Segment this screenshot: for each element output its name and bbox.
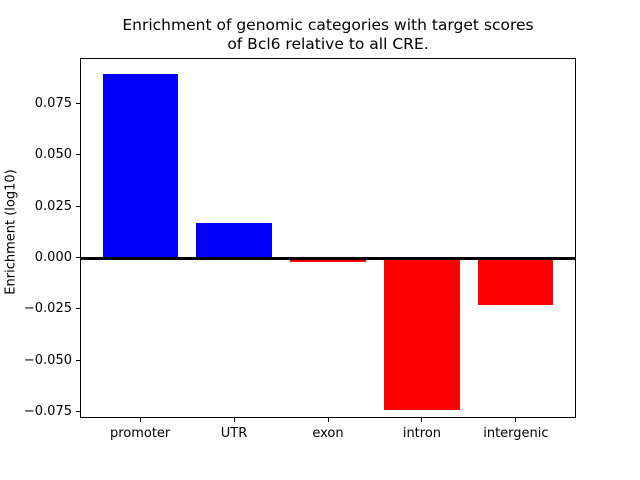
x-tick-mark	[139, 418, 141, 422]
y-tick-mark	[76, 359, 80, 361]
y-tick-label: 0.000	[34, 250, 72, 266]
bar-promoter	[102, 74, 178, 258]
x-tick-label-promoter: promoter	[109, 426, 171, 441]
y-tick-mark	[76, 102, 80, 104]
x-tick-label-intron: intron	[402, 426, 442, 441]
bars-layer	[81, 59, 575, 417]
x-tick-mark	[421, 418, 423, 422]
bar-intron	[384, 257, 460, 410]
bar-intergenic	[478, 257, 554, 305]
plot-area	[80, 58, 576, 418]
chart-title-line1: Enrichment of genomic categories with ta…	[122, 16, 534, 34]
x-tick-mark	[233, 418, 235, 422]
chart-title: Enrichment of genomic categories with ta…	[80, 16, 576, 54]
y-tick-mark	[76, 154, 80, 156]
y-tick-mark	[76, 411, 80, 413]
x-tick-mark	[515, 418, 517, 422]
y-tick-label: 0.075	[34, 95, 72, 111]
y-tick-label: 0.025	[34, 198, 72, 214]
y-tick-label: −0.025	[23, 301, 72, 317]
y-tick-mark	[76, 308, 80, 310]
y-tick-label: 0.050	[34, 147, 72, 163]
y-tick-label: −0.075	[23, 404, 72, 420]
y-tick-mark	[76, 205, 80, 207]
y-tick-mark	[76, 257, 80, 259]
chart-title-line2: of Bcl6 relative to all CRE.	[227, 35, 429, 53]
y-tick-label: −0.050	[23, 352, 72, 368]
y-axis-label-text: Enrichment (log10)	[3, 169, 19, 295]
bar-UTR	[196, 222, 272, 258]
x-tick-label-exon: exon	[312, 426, 344, 441]
x-tick-label-intergenic: intergenic	[483, 426, 549, 441]
x-tick-mark	[327, 418, 329, 422]
x-tick-label-UTR: UTR	[220, 426, 248, 441]
zero-line	[81, 257, 575, 261]
